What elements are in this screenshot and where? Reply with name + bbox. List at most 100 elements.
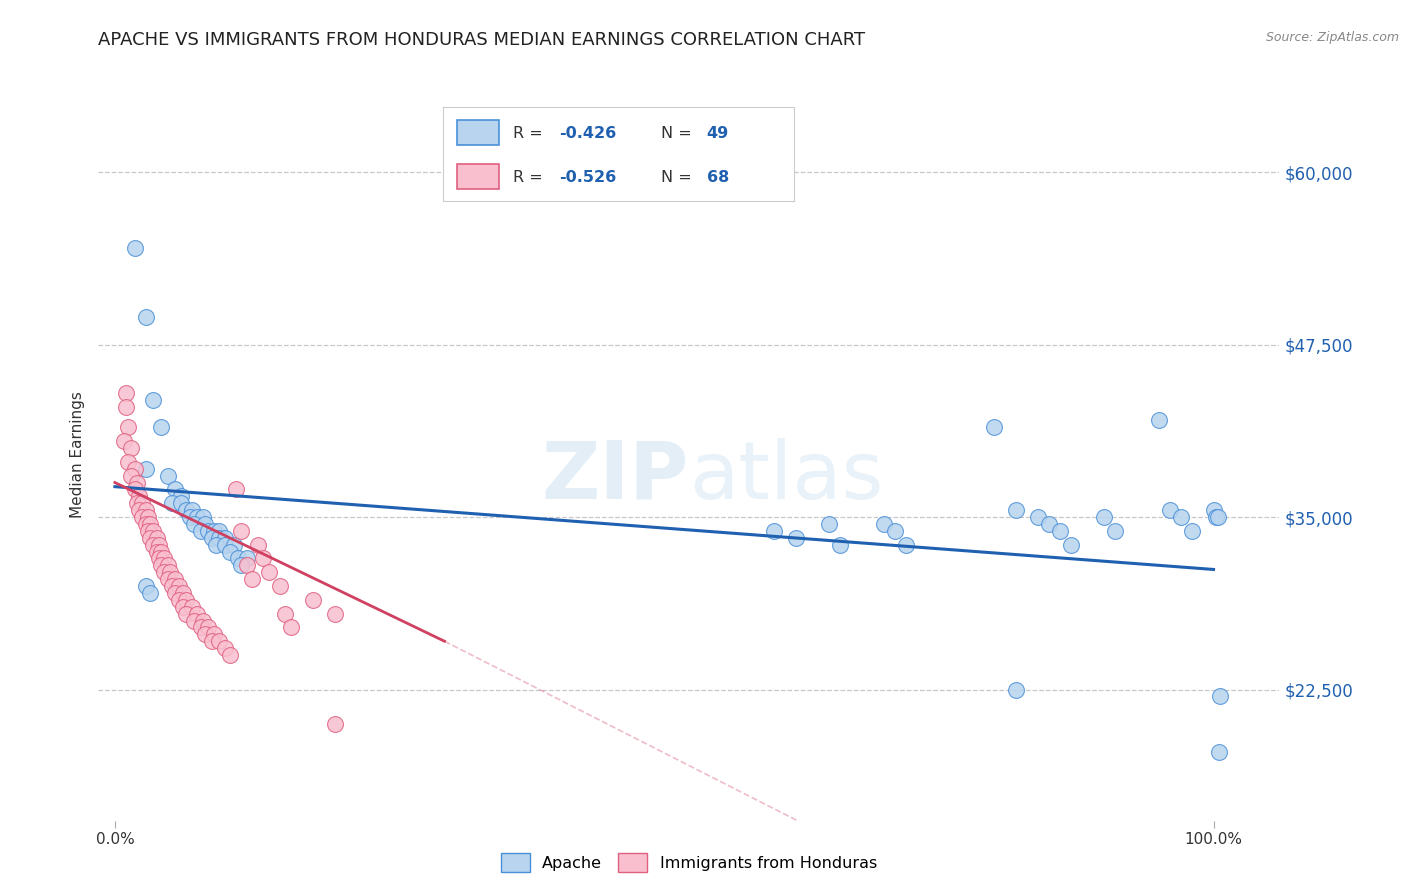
Text: Source: ZipAtlas.com: Source: ZipAtlas.com — [1265, 31, 1399, 45]
Point — [1208, 745, 1230, 759]
Legend: Apache, Immigrants from Honduras: Apache, Immigrants from Honduras — [495, 847, 883, 879]
Point — [180, 503, 202, 517]
Point — [117, 455, 139, 469]
Point — [112, 434, 135, 449]
Point — [124, 241, 146, 255]
Point — [160, 579, 183, 593]
Point — [148, 538, 170, 552]
Point — [873, 516, 896, 531]
Point — [115, 385, 138, 400]
Point — [150, 558, 173, 573]
Point — [1147, 413, 1170, 427]
Text: 49: 49 — [706, 126, 728, 141]
Point — [139, 516, 162, 531]
Point — [763, 524, 786, 538]
Point — [1092, 510, 1115, 524]
Point — [1104, 524, 1126, 538]
Text: -0.526: -0.526 — [560, 169, 616, 185]
Point — [828, 538, 851, 552]
Point — [179, 510, 201, 524]
Point — [148, 551, 170, 566]
Point — [153, 566, 176, 580]
Point — [136, 510, 159, 524]
Point — [323, 717, 346, 731]
Point — [240, 572, 263, 586]
Point — [200, 634, 222, 648]
Point — [1180, 524, 1202, 538]
Y-axis label: Median Earnings: Median Earnings — [69, 392, 84, 518]
Point — [153, 551, 176, 566]
Point — [139, 586, 162, 600]
Point — [142, 538, 165, 552]
Point — [183, 516, 205, 531]
Point — [1206, 510, 1229, 524]
Point — [246, 538, 269, 552]
Point — [214, 641, 236, 656]
Point — [125, 496, 148, 510]
Point — [983, 420, 1005, 434]
Point — [200, 531, 222, 545]
Point — [226, 551, 249, 566]
Point — [160, 496, 183, 510]
Point — [1049, 524, 1071, 538]
Point — [222, 538, 245, 552]
Point — [131, 510, 153, 524]
Point — [208, 634, 231, 648]
Point — [197, 620, 219, 634]
Point — [170, 496, 193, 510]
Point — [120, 441, 142, 455]
Point — [1060, 538, 1083, 552]
Point — [269, 579, 291, 593]
Point — [214, 531, 236, 545]
Point — [235, 551, 257, 566]
Point — [219, 544, 242, 558]
FancyBboxPatch shape — [457, 164, 499, 188]
Point — [156, 558, 179, 573]
Point — [135, 461, 157, 475]
Point — [1202, 503, 1225, 517]
Point — [235, 558, 257, 573]
Text: R =: R = — [513, 126, 548, 141]
Point — [136, 524, 159, 538]
Point — [202, 524, 225, 538]
Point — [167, 579, 190, 593]
Point — [135, 310, 157, 324]
Point — [1170, 510, 1192, 524]
Point — [214, 538, 236, 552]
Point — [205, 538, 228, 552]
Point — [139, 531, 162, 545]
Point — [1205, 510, 1227, 524]
Point — [1026, 510, 1049, 524]
Point — [252, 551, 274, 566]
Point — [117, 420, 139, 434]
Point — [197, 524, 219, 538]
Point — [1038, 516, 1060, 531]
Point — [1004, 682, 1026, 697]
Point — [170, 489, 193, 503]
Point — [165, 572, 187, 586]
Point — [1159, 503, 1181, 517]
Point — [167, 592, 190, 607]
Point — [135, 503, 157, 517]
Point — [145, 544, 167, 558]
FancyBboxPatch shape — [457, 120, 499, 145]
Point — [156, 468, 179, 483]
Point — [785, 531, 807, 545]
Point — [191, 510, 214, 524]
Point — [145, 531, 167, 545]
Point — [818, 516, 841, 531]
Text: 68: 68 — [706, 169, 728, 185]
Point — [1209, 690, 1232, 704]
Text: ZIP: ZIP — [541, 438, 689, 516]
Point — [301, 592, 323, 607]
Point — [208, 524, 231, 538]
Point — [894, 538, 917, 552]
Point — [135, 579, 157, 593]
Point — [183, 614, 205, 628]
Point — [1004, 503, 1026, 517]
Text: atlas: atlas — [689, 438, 883, 516]
Point — [274, 607, 297, 621]
Point — [219, 648, 242, 662]
Point — [208, 531, 231, 545]
Text: -0.426: -0.426 — [560, 126, 616, 141]
